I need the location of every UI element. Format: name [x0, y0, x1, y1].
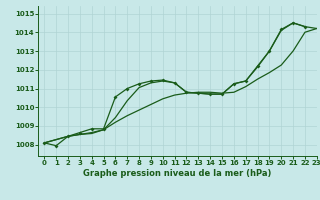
X-axis label: Graphe pression niveau de la mer (hPa): Graphe pression niveau de la mer (hPa) [84, 169, 272, 178]
